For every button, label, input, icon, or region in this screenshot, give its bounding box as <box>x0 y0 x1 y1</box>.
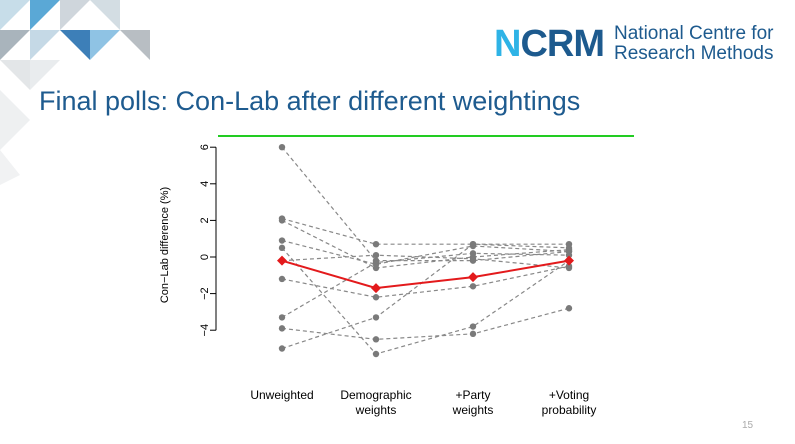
series-4-point-1 <box>372 350 380 358</box>
x-category-label-2: +Party weights <box>452 388 494 417</box>
x-category-label-1-line-1: weights <box>355 403 397 417</box>
series-1-point-1 <box>372 240 380 248</box>
series-8-point-0 <box>278 345 286 352</box>
series-line-2 <box>281 219 570 269</box>
series-8-point-1 <box>372 314 380 321</box>
y-axis-label: Con−Lab difference (%) <box>159 187 171 303</box>
series-line-0 <box>281 146 570 262</box>
y-tick-label-1: −2 <box>199 287 211 300</box>
y-tick-label-3: 2 <box>199 217 211 223</box>
logo-mark-rest: CRM <box>520 23 605 65</box>
y-tick-label-5: 6 <box>199 144 211 150</box>
x-category-label-0-line-0: Unweighted <box>250 388 313 402</box>
logo-line-2: Research Methods <box>614 43 774 64</box>
y-tick-label-0: −4 <box>199 324 211 337</box>
x-category-label-3-line-1: probability <box>542 403 597 417</box>
mean-line <box>281 259 570 290</box>
x-category-label-1: Demographic weights <box>340 388 411 417</box>
series-6-point-2 <box>469 250 477 257</box>
series-7-point-3 <box>565 305 573 312</box>
series-7-point-2 <box>469 330 477 338</box>
series-0-point-0 <box>278 144 286 151</box>
page-number: 15 <box>742 420 754 431</box>
mean-point-3 <box>564 255 574 266</box>
series-line-1 <box>281 217 569 245</box>
series-7-point-0 <box>278 325 286 332</box>
title-rule <box>218 135 634 137</box>
series-6-point-0 <box>278 314 286 321</box>
mean-point-2 <box>468 272 478 283</box>
x-category-label-0: Unweighted <box>250 388 313 402</box>
logo-mark: NCRM <box>494 23 605 65</box>
y-tick-label-4: 4 <box>199 181 211 187</box>
series-9-point-2 <box>469 255 477 263</box>
series-line-6 <box>281 252 570 318</box>
series-5-point-0 <box>278 275 286 283</box>
series-3-point-0 <box>278 237 286 244</box>
y-tick-label-2: 0 <box>199 254 211 260</box>
series-6-point-1 <box>372 259 380 266</box>
series-7-point-1 <box>372 336 380 343</box>
mean-point-0 <box>277 255 287 266</box>
x-category-label-2-line-1: weights <box>452 403 494 417</box>
series-line-7 <box>281 307 570 340</box>
series-5-point-2 <box>469 283 477 290</box>
mean-point-1 <box>371 283 381 294</box>
series-9-point-3 <box>565 264 573 272</box>
series-8-point-2 <box>469 240 477 248</box>
decorative-triangles <box>0 0 150 185</box>
series-line-9 <box>281 254 570 269</box>
slide-title: Final polls: Con-Lab after different wei… <box>39 86 581 116</box>
logo-mark-n: N <box>494 23 521 65</box>
series-line-4 <box>281 247 570 355</box>
x-category-label-2-line-0: +Party <box>455 388 490 402</box>
x-category-label-3-line-0: +Voting <box>549 388 589 402</box>
x-category-label-1-line-0: Demographic <box>340 388 411 402</box>
series-4-point-2 <box>469 323 477 330</box>
ncrm-logo: NCRM National Centre for Research Method… <box>494 22 773 66</box>
logo-text: National Centre for Research Methods <box>614 24 773 64</box>
series-2-point-0 <box>278 217 286 224</box>
series-6-point-3 <box>565 251 573 259</box>
x-category-label-3: +Voting probability <box>542 388 597 417</box>
series-8-point-3 <box>565 244 573 252</box>
series-5-point-1 <box>372 294 380 301</box>
series-9-point-1 <box>372 251 380 259</box>
series-4-point-0 <box>278 244 286 252</box>
series-line-8 <box>281 243 570 350</box>
logo-line-1: National Centre for <box>614 23 774 44</box>
